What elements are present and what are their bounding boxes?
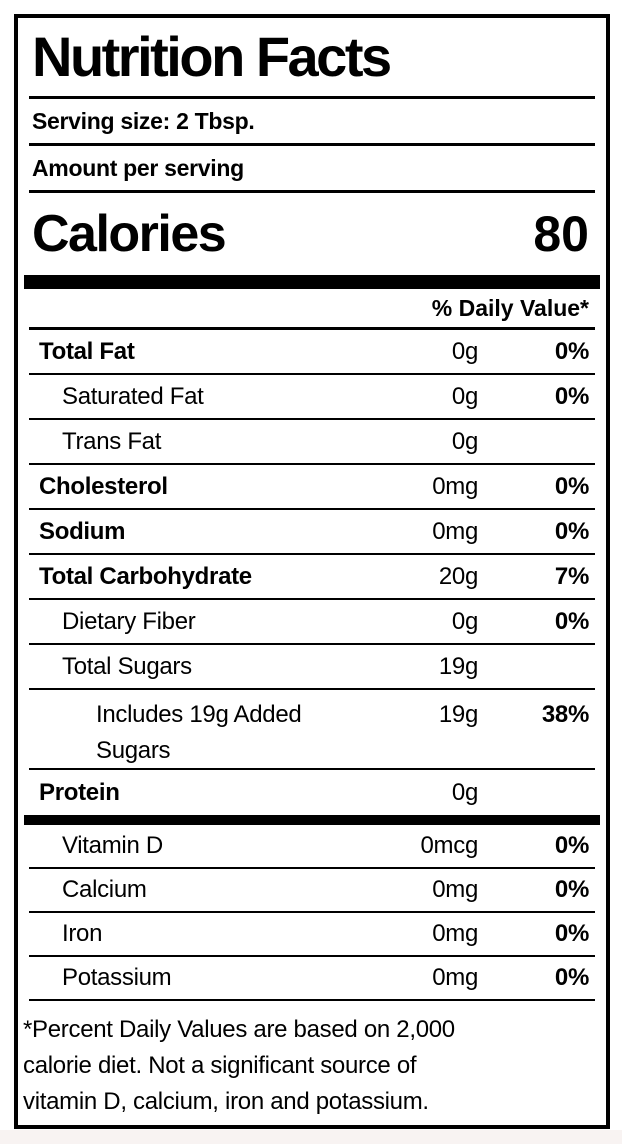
nutrient-daily-value: 0% <box>554 832 589 859</box>
calories-row: Calories 80 <box>29 193 595 275</box>
micronutrient-rows: Vitamin D 0mcg 0% Calcium 0mg 0% Iron 0m… <box>29 825 595 1001</box>
nutrient-amount: 0mg <box>432 920 478 947</box>
nutrient-row: Includes 19g Added Sugars 19g 38% <box>29 690 595 770</box>
separator-line <box>29 143 595 146</box>
amount-per-serving-label: Amount per serving <box>32 154 244 181</box>
nutrient-row: Protein 0g <box>29 770 595 815</box>
nutrient-name: Sodium <box>39 517 126 545</box>
nutrient-daily-value: 0% <box>554 517 589 545</box>
nutrient-row: Iron 0mg 0% <box>29 913 595 957</box>
daily-value-header: % Daily Value* <box>29 289 595 330</box>
nutrient-row: Sodium 0mg 0% <box>29 510 595 555</box>
nutrient-name: Iron <box>62 920 103 947</box>
nutrient-amount: 0g <box>451 607 478 635</box>
nutrient-daily-value: 0% <box>554 964 589 991</box>
nutrient-amount: 0mg <box>432 876 478 903</box>
macronutrient-rows: Total Fat 0g 0% Saturated Fat 0g 0% Tran… <box>29 330 595 815</box>
separator-line <box>29 96 595 99</box>
nutrient-name: Vitamin D <box>62 832 163 859</box>
footnote-line: calorie diet. Not a significant source o… <box>23 1052 417 1079</box>
nutrient-daily-value: 0% <box>554 472 589 500</box>
nutrient-daily-value: 0% <box>554 920 589 947</box>
nutrient-amount: 0g <box>451 382 478 410</box>
nutrient-amount: 19g <box>438 652 478 680</box>
nutrient-name: Total Carbohydrate <box>39 562 252 590</box>
nutrient-name: Total Fat <box>39 337 135 365</box>
nutrient-name: Protein <box>39 778 120 806</box>
nutrient-row: Total Carbohydrate 20g 7% <box>29 555 595 600</box>
separator-line <box>29 190 595 193</box>
nutrient-row: Cholesterol 0mg 0% <box>29 465 595 510</box>
nutrient-amount: 0g <box>451 778 478 806</box>
nutrient-daily-value: 0% <box>554 876 589 903</box>
footnote-line: *Percent Daily Values are based on 2,000 <box>23 1016 455 1043</box>
nutrient-daily-value: 7% <box>554 562 589 590</box>
label-inner: Nutrition Facts Serving size: 2 Tbsp. Am… <box>18 18 606 1120</box>
nutrient-name: Cholesterol <box>39 472 168 500</box>
nutrient-amount: 0mcg <box>420 832 479 859</box>
nutrient-daily-value: 0% <box>554 337 589 365</box>
footnote: *Percent Daily Values are based on 2,000… <box>23 1001 595 1120</box>
thick-separator-bar <box>24 275 600 289</box>
label-title: Nutrition Facts <box>32 25 392 88</box>
nutrition-facts-label: Nutrition Facts Serving size: 2 Tbsp. Am… <box>14 14 610 1129</box>
nutrient-name: Total Sugars <box>62 652 192 680</box>
nutrient-name: Trans Fat <box>62 427 162 455</box>
nutrient-row: Potassium 0mg 0% <box>29 957 595 1001</box>
mid-separator-bar <box>24 815 600 825</box>
nutrient-row: Calcium 0mg 0% <box>29 869 595 913</box>
nutrient-row: Saturated Fat 0g 0% <box>29 375 595 420</box>
nutrient-daily-value: 0% <box>554 607 589 635</box>
nutrient-amount: 0g <box>451 337 478 365</box>
footnote-line: vitamin D, calcium, iron and potassium. <box>23 1088 429 1115</box>
nutrient-daily-value: 38% <box>541 701 589 728</box>
nutrient-row: Vitamin D 0mcg 0% <box>29 825 595 869</box>
nutrient-amount: 0mg <box>432 964 478 991</box>
calories-label: Calories <box>32 205 227 263</box>
calories-value: 80 <box>533 206 589 262</box>
nutrient-name: Calcium <box>62 876 147 903</box>
nutrient-amount: 19g <box>438 701 478 728</box>
nutrient-row: Trans Fat 0g <box>29 420 595 465</box>
nutrient-amount: 0mg <box>432 517 478 545</box>
nutrient-row: Dietary Fiber 0g 0% <box>29 600 595 645</box>
nutrient-row: Total Sugars 19g <box>29 645 595 690</box>
serving-size: Serving size: 2 Tbsp. <box>32 107 255 134</box>
nutrient-name: Potassium <box>62 964 172 991</box>
nutrient-amount: 0g <box>451 427 478 455</box>
nutrient-name: Dietary Fiber <box>62 607 196 635</box>
nutrient-name: Includes 19g Added Sugars <box>96 701 302 764</box>
nutrient-daily-value: 0% <box>554 382 589 410</box>
nutrient-row: Total Fat 0g 0% <box>29 330 595 375</box>
nutrient-amount: 0mg <box>432 472 478 500</box>
nutrient-name: Saturated Fat <box>62 382 204 410</box>
nutrient-amount: 20g <box>438 562 478 590</box>
